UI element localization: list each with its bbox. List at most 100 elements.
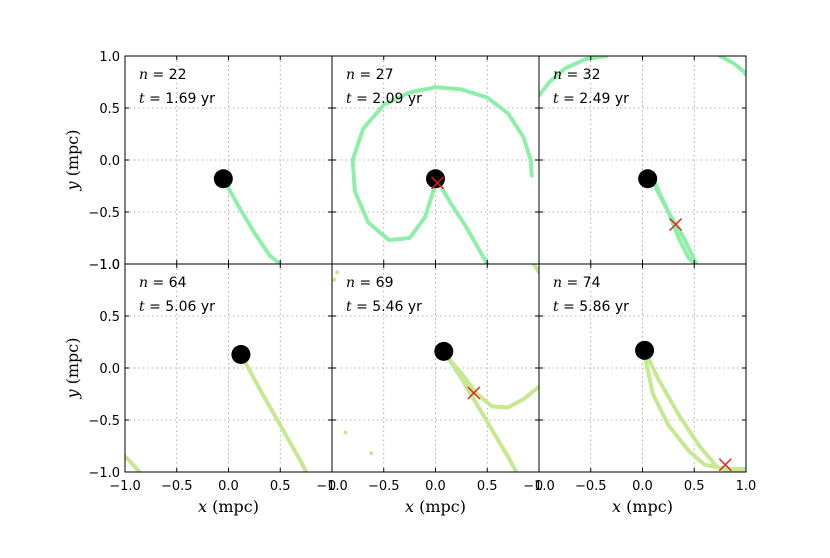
t-value: = 5.86 yr [559, 299, 630, 315]
trail-dot [335, 270, 340, 275]
trail-arc [539, 56, 609, 98]
n-symbol: n [139, 67, 148, 83]
x-marker-stroke-b [718, 458, 732, 472]
trail-arc-secondary [718, 56, 746, 77]
n-annotation: n = 22 [139, 67, 186, 83]
x-tick-label: −1.0 [109, 479, 141, 494]
t-annotation: t = 1.69 yr [139, 91, 215, 107]
x-tick-label: −1.0 [523, 479, 555, 494]
x-tick-label: −0.5 [575, 479, 607, 494]
black-hole-marker [426, 169, 445, 189]
y-axis-label: y (mpc) [63, 338, 82, 400]
x-tick-label: −0.5 [368, 479, 400, 494]
trail-dot [343, 430, 348, 435]
n-value: = 74 [562, 275, 601, 291]
y-tick-label: −0.5 [88, 414, 120, 429]
t-value: = 2.09 yr [352, 91, 423, 107]
trail-dot [369, 451, 374, 456]
n-annotation: n = 74 [553, 275, 601, 291]
panel-data [635, 340, 746, 472]
panel-2: n = 27 t = 2.09 yr [331, 55, 540, 265]
n-symbol: n [346, 275, 355, 291]
n-value: = 69 [355, 275, 393, 291]
n-annotation: n = 27 [346, 67, 393, 83]
panel-data [213, 169, 283, 264]
x-tick-label: 0.5 [270, 479, 291, 494]
black-hole-marker [231, 344, 251, 364]
x-axis-var: x [405, 497, 419, 516]
black-hole-marker [434, 341, 454, 361]
x-axis-unit: (mpc) [212, 497, 259, 516]
x-tick-label: 0.0 [218, 479, 239, 494]
x-axis-label: x (mpc) [612, 497, 673, 516]
panel-1: n = 22t = 1.69 yr [124, 55, 333, 265]
x-tick-label: 0.5 [477, 479, 498, 494]
x-tick-label: 1.0 [736, 479, 757, 494]
panel-3: n = 32t = 2.49 yr [538, 55, 747, 265]
y-axis-unit: (mpc) [63, 130, 82, 177]
trail-arc [642, 353, 746, 471]
black-hole-marker [635, 340, 655, 360]
trail-arc-secondary [531, 264, 539, 275]
x-axis-label: x (mpc) [405, 497, 466, 516]
y-tick-label: 1.0 [99, 50, 120, 65]
y-tick-label: −1.0 [88, 466, 120, 481]
x-tick-label: 0 [328, 479, 336, 494]
t-value: = 2.49 yr [559, 91, 630, 107]
n-value: = 27 [355, 67, 393, 83]
y-tick-label: −1.0 [88, 258, 120, 273]
n-symbol: n [553, 275, 562, 291]
y-tick-label: 0.5 [99, 102, 120, 117]
t-value: = 5.06 yr [145, 299, 216, 315]
x-marker-stroke-b [467, 386, 481, 400]
n-value: = 64 [148, 275, 187, 291]
n-symbol: n [139, 275, 148, 291]
y-tick-label: 0.5 [99, 310, 120, 325]
trail-path [221, 176, 283, 264]
t-value: = 1.69 yr [145, 91, 216, 107]
x-tick-label: −0.5 [161, 479, 193, 494]
x-tick-label: 0.0 [425, 479, 446, 494]
t-symbol: t [139, 299, 145, 315]
x-axis-var: x [198, 497, 212, 516]
t-symbol: t [346, 299, 352, 315]
y-axis-var: y [63, 176, 82, 191]
trail-arc [443, 353, 539, 410]
trail-path [238, 352, 309, 472]
t-symbol: t [553, 299, 559, 315]
panel-data [125, 344, 309, 472]
t-annotation: t = 5.86 yr [553, 299, 629, 315]
n-value: = 32 [562, 67, 600, 83]
x-axis-unit: (mpc) [626, 497, 673, 516]
black-hole-marker [213, 169, 233, 189]
trail-dot [332, 277, 337, 282]
x-marker-stroke-b [431, 176, 445, 190]
t-annotation: t = 5.46 yr [346, 299, 422, 315]
x-tick-label: 0.0 [632, 479, 653, 494]
x-tick-label: 0.5 [684, 479, 705, 494]
t-annotation: t = 2.49 yr [553, 91, 629, 107]
t-value: = 5.46 yr [352, 299, 423, 315]
x-axis-var: x [612, 497, 626, 516]
t-symbol: t [139, 91, 145, 107]
y-tick-label: 1.0 [99, 258, 120, 273]
t-annotation: t = 5.06 yr [139, 299, 215, 315]
n-value: = 22 [148, 67, 186, 83]
n-annotation: n = 69 [346, 275, 393, 291]
y-axis-label: y (mpc) [63, 130, 82, 192]
x-tick-label: −1.0 [316, 479, 348, 494]
x-tick-label: 0 [535, 479, 543, 494]
y-tick-label: −0.5 [88, 206, 120, 221]
x-axis-unit: (mpc) [419, 497, 466, 516]
n-symbol: n [553, 67, 562, 83]
trail-path [441, 349, 519, 472]
panel-5: n = 69t = 5.46 yr [331, 263, 540, 473]
y-tick-label: 0.0 [99, 154, 120, 169]
t-annotation: t = 2.09 yr [346, 91, 422, 107]
trail-path [642, 348, 746, 472]
panel-data [350, 85, 534, 264]
y-axis-var: y [63, 384, 82, 399]
t-symbol: t [553, 91, 559, 107]
x-axis-label: x (mpc) [198, 497, 259, 516]
